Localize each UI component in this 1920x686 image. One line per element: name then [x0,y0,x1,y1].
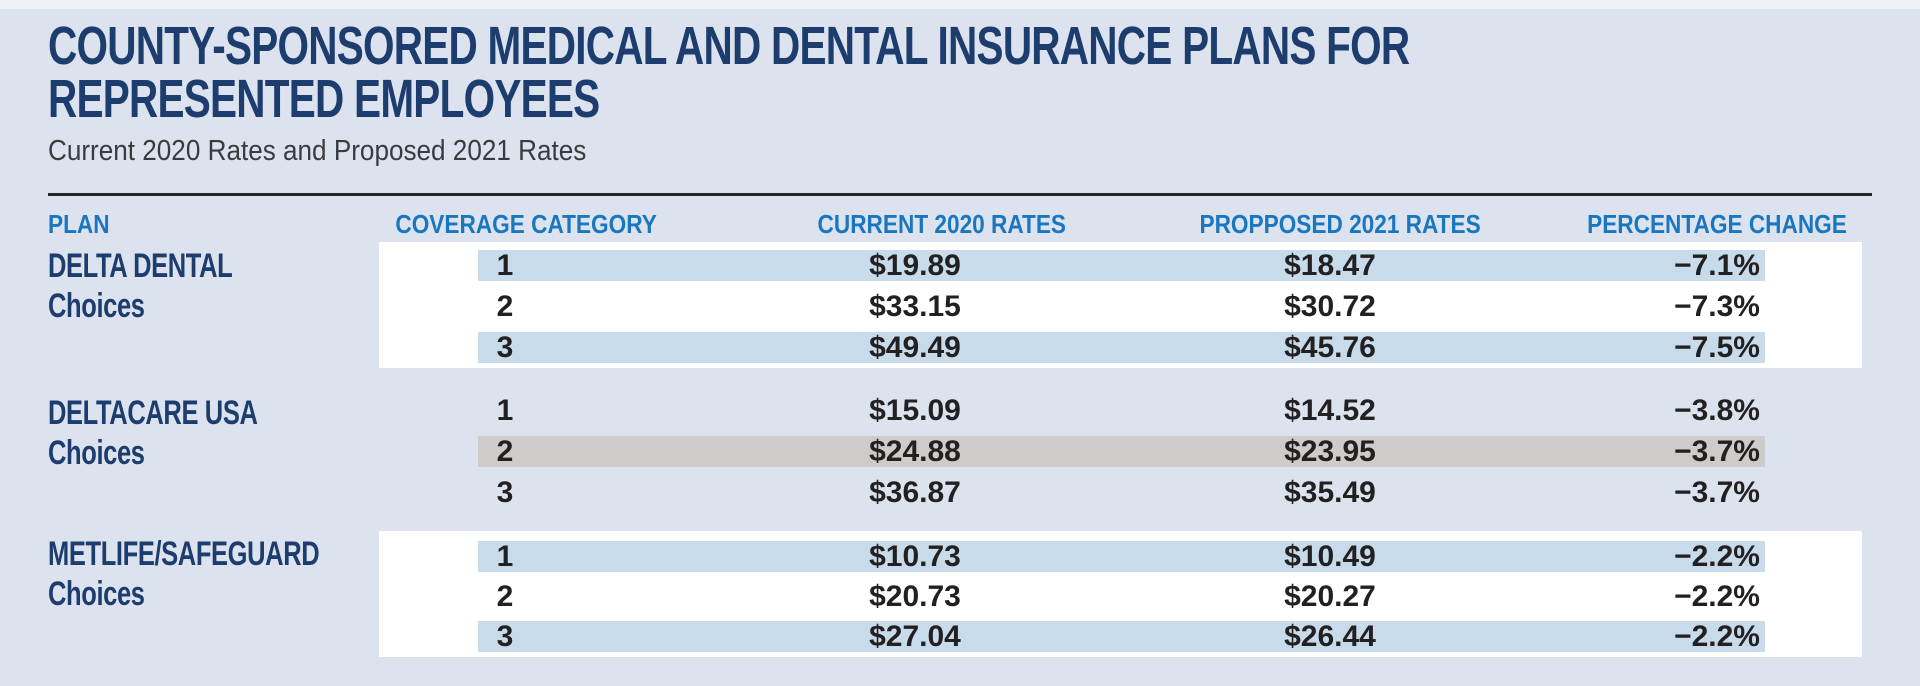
cell-proposed-rate: $45.76 [1284,331,1376,364]
row-stripe [478,621,1765,652]
cell-current-rate: $10.73 [869,540,961,573]
row-stripe [478,395,1765,426]
cell-proposed-rate: $14.52 [1284,394,1376,427]
cell-percentage-change: −2.2% [1674,620,1760,653]
cell-coverage-category: 3 [496,476,514,509]
plan-group-deltacare-usa: DELTACARE USA Choices 1 $15.09 $14.52 −3… [0,395,1920,508]
column-header-percentage-change: PERCENTAGE CHANGE [1587,209,1847,239]
header-divider [48,193,1872,196]
top-edge-strip [0,0,1920,9]
cell-percentage-change: −2.2% [1674,540,1760,573]
cell-percentage-change: −2.2% [1674,580,1760,613]
row-stripe [478,436,1765,467]
plan-name: METLIFE/SAFEGUARD [48,535,320,573]
row-stripe [478,291,1765,322]
page-subtitle: Current 2020 Rates and Proposed 2021 Rat… [48,135,587,167]
column-header-coverage-category: COVERAGE CATEGORY [395,209,657,239]
cell-coverage-category: 2 [496,290,514,323]
table-row: 1 $19.89 $18.47 −7.1% [0,250,1920,281]
table-row: 3 $49.49 $45.76 −7.5% [0,332,1920,363]
table-row: 3 $27.04 $26.44 −2.2% [0,621,1920,652]
plan-subname: Choices [48,287,145,325]
cell-percentage-change: −3.8% [1674,394,1760,427]
table-row: 3 $36.87 $35.49 −3.7% [0,477,1920,508]
table-row: 2 $24.88 $23.95 −3.7% [0,436,1920,467]
cell-current-rate: $19.89 [869,249,961,282]
plan-group-delta-dental: DELTA DENTAL Choices 1 $19.89 $18.47 −7.… [0,242,1920,368]
cell-proposed-rate: $35.49 [1284,476,1376,509]
cell-percentage-change: −3.7% [1674,435,1760,468]
cell-coverage-category: 1 [496,249,514,282]
cell-current-rate: $15.09 [869,394,961,427]
row-stripe [478,581,1765,612]
plan-group-metlife-safeguard: METLIFE/SAFEGUARD Choices 1 $10.73 $10.4… [0,531,1920,657]
table-row: 1 $15.09 $14.52 −3.8% [0,395,1920,426]
row-stripe [478,477,1765,508]
plan-name: DELTACARE USA [48,394,258,432]
page-title: COUNTY-SPONSORED MEDICAL AND DENTAL INSU… [48,19,1410,129]
cell-proposed-rate: $30.72 [1284,290,1376,323]
cell-current-rate: $24.88 [869,435,961,468]
cell-coverage-category: 2 [496,580,514,613]
column-header-proposed-rates: PROPPOSED 2021 RATES [1199,209,1481,239]
page-title-line2: REPRESENTED EMPLOYEES [48,69,600,129]
row-stripe [478,541,1765,572]
cell-current-rate: $36.87 [869,476,961,509]
cell-percentage-change: −7.3% [1674,290,1760,323]
row-stripe [478,332,1765,363]
cell-coverage-category: 1 [496,540,514,573]
cell-proposed-rate: $20.27 [1284,580,1376,613]
cell-coverage-category: 3 [496,331,514,364]
row-stripe [478,250,1765,281]
cell-proposed-rate: $18.47 [1284,249,1376,282]
page-title-line1: COUNTY-SPONSORED MEDICAL AND DENTAL INSU… [48,16,1410,76]
cell-current-rate: $27.04 [869,620,961,653]
cell-proposed-rate: $10.49 [1284,540,1376,573]
table-row: 2 $20.73 $20.27 −2.2% [0,581,1920,612]
cell-proposed-rate: $23.95 [1284,435,1376,468]
plan-subname: Choices [48,575,145,613]
cell-coverage-category: 3 [496,620,514,653]
table-row: 2 $33.15 $30.72 −7.3% [0,291,1920,322]
column-header-current-rates: CURRENT 2020 RATES [817,209,1067,239]
cell-percentage-change: −7.5% [1674,331,1760,364]
plan-name: DELTA DENTAL [48,247,233,285]
cell-percentage-change: −7.1% [1674,249,1760,282]
cell-percentage-change: −3.7% [1674,476,1760,509]
cell-proposed-rate: $26.44 [1284,620,1376,653]
cell-current-rate: $49.49 [869,331,961,364]
cell-current-rate: $33.15 [869,290,961,323]
column-header-plan: PLAN [48,209,110,239]
plan-subname: Choices [48,434,145,472]
cell-coverage-category: 1 [496,394,514,427]
table-row: 1 $10.73 $10.49 −2.2% [0,541,1920,572]
cell-current-rate: $20.73 [869,580,961,613]
cell-coverage-category: 2 [496,435,514,468]
